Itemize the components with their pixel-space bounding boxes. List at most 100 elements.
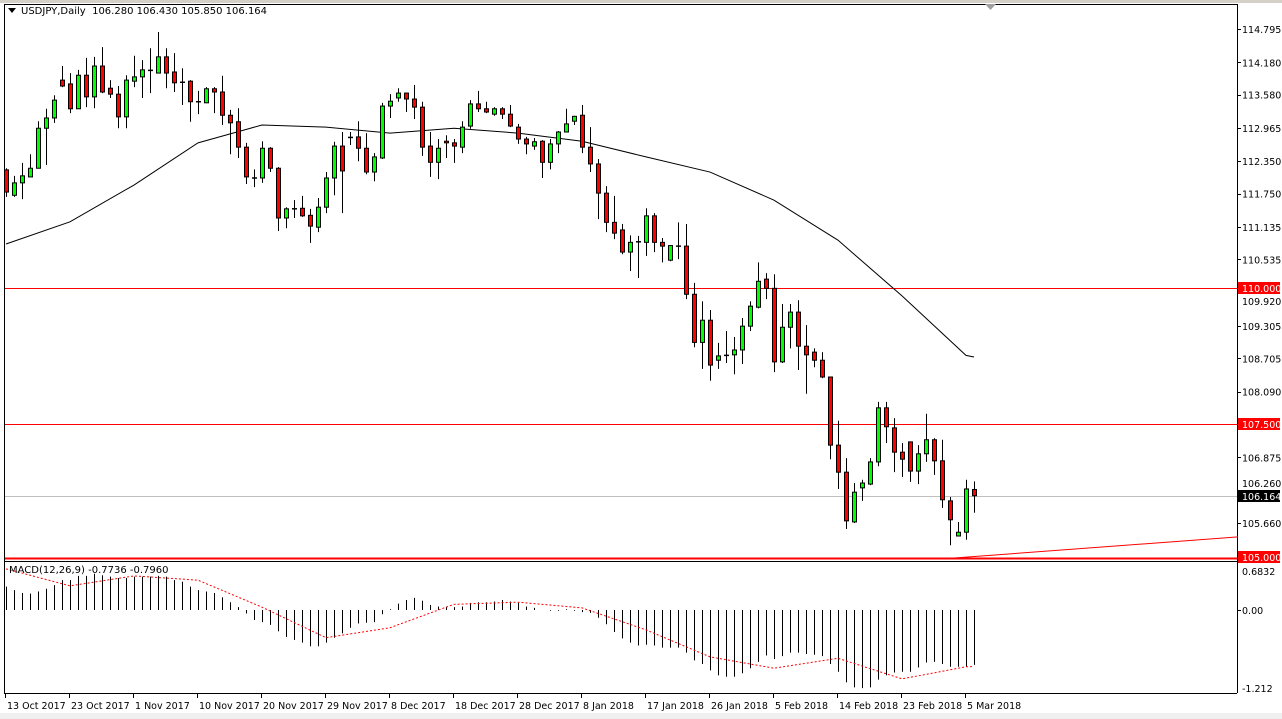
candle-body-bear	[276, 167, 281, 219]
candle	[756, 262, 761, 309]
candle-body-bear	[908, 441, 913, 472]
candle	[932, 438, 937, 475]
candle-body-bear	[820, 359, 825, 378]
candle	[940, 439, 945, 508]
candle-body-bear	[580, 114, 585, 148]
price-axis-label: 108.090	[1242, 388, 1281, 399]
candle	[84, 57, 89, 108]
chart-shift-marker-icon[interactable]	[985, 4, 996, 10]
candle-body-bull	[324, 177, 329, 208]
time-axis-label: 28 Dec 2017	[519, 701, 580, 712]
candle	[788, 303, 793, 349]
candle-body-bull	[36, 127, 41, 169]
candle-body-bull	[44, 117, 49, 129]
candle	[220, 75, 225, 125]
candle-body-bear	[340, 145, 345, 172]
candle-body-bear	[308, 214, 313, 227]
candle	[76, 69, 81, 110]
candle	[484, 101, 489, 114]
candle	[828, 376, 833, 460]
candle	[764, 273, 769, 300]
candle	[44, 108, 49, 166]
candle	[924, 413, 929, 462]
candle	[172, 53, 177, 93]
time-axis-label: 14 Feb 2018	[839, 701, 898, 712]
candle-body-bear	[884, 407, 889, 428]
time-axis-label: 10 Nov 2017	[199, 701, 260, 712]
candle-body-bull	[284, 208, 289, 219]
dropdown-triangle-icon[interactable]	[8, 8, 16, 13]
candle	[308, 208, 313, 243]
ohlc-readout: 106.280 106.430 105.850 106.164	[92, 6, 268, 17]
candle-body-bear	[484, 108, 489, 113]
candle-body-bull	[756, 280, 761, 308]
candle	[884, 401, 889, 443]
level-price-badge-bg	[1238, 282, 1280, 294]
candle-body-bear	[684, 245, 689, 295]
candle	[28, 154, 33, 178]
candle	[908, 441, 913, 482]
candle-body-bull	[548, 143, 553, 163]
time-axis-label: 5 Mar 2018	[967, 701, 1021, 712]
price-axis-label: 114.180	[1242, 58, 1281, 69]
candle	[68, 73, 73, 114]
candle	[52, 95, 57, 123]
candle-body-bull	[564, 123, 569, 133]
candle	[92, 56, 97, 109]
candle	[228, 109, 233, 155]
candle	[740, 318, 745, 365]
candle-body-bear	[932, 439, 937, 462]
time-axis-label: 17 Jan 2018	[647, 701, 704, 712]
candle	[556, 130, 561, 154]
candle	[876, 401, 881, 467]
candle	[156, 31, 161, 74]
candle-body-bear	[188, 80, 193, 103]
time-axis-label: 8 Jan 2018	[583, 701, 634, 712]
macd-layer	[5, 568, 975, 689]
candle-body-bull	[628, 241, 633, 253]
current-price-badge: 106.164	[1242, 492, 1281, 503]
macd-indicator-label: MACD(12,26,9) -0.7736 -0.7960	[9, 565, 169, 576]
candle-body-bull	[740, 325, 745, 351]
candle-body-bull	[132, 76, 137, 82]
candle	[196, 90, 201, 115]
candle	[452, 139, 457, 163]
candle-body-bear	[364, 147, 369, 173]
time-axis-label: 23 Feb 2018	[903, 701, 962, 712]
candle-body-bear	[60, 79, 65, 87]
candle-body-bull	[556, 131, 561, 145]
candle	[588, 127, 593, 173]
macd-axis-label-min: -1.212	[1242, 684, 1273, 695]
macd-axis: 0.6832 0.00 -1.212	[1237, 567, 1275, 695]
candle-body-bear	[268, 147, 273, 169]
candle	[948, 497, 953, 546]
candle-body-bear	[612, 221, 617, 234]
candle-body-bear	[4, 169, 9, 193]
candle-body-bear	[892, 427, 897, 453]
candle	[780, 303, 785, 363]
candle	[4, 168, 9, 197]
candle-body-bear	[108, 87, 113, 95]
time-axis-label: 8 Dec 2017	[391, 701, 446, 712]
candle-body-bear	[172, 71, 177, 84]
candle	[964, 479, 969, 540]
candle	[36, 121, 41, 169]
time-axis-label: 20 Nov 2017	[263, 701, 324, 712]
candle	[380, 102, 385, 160]
candle	[396, 88, 401, 102]
candle-body-bull	[92, 65, 97, 98]
candle	[956, 521, 961, 537]
candle	[860, 479, 865, 501]
candle-body-bull	[852, 491, 857, 523]
candle	[628, 235, 633, 272]
candle-body-bear	[708, 319, 713, 366]
candle-body-bear	[220, 91, 225, 116]
candle-body-bull	[316, 206, 321, 228]
price-axis-label: 111.750	[1242, 190, 1281, 201]
candle-body-bear	[940, 460, 945, 501]
candle-body-bear	[164, 56, 169, 74]
candle-body-bear	[412, 98, 417, 108]
level-price-badge-bg	[1238, 418, 1280, 430]
candle	[404, 92, 409, 113]
